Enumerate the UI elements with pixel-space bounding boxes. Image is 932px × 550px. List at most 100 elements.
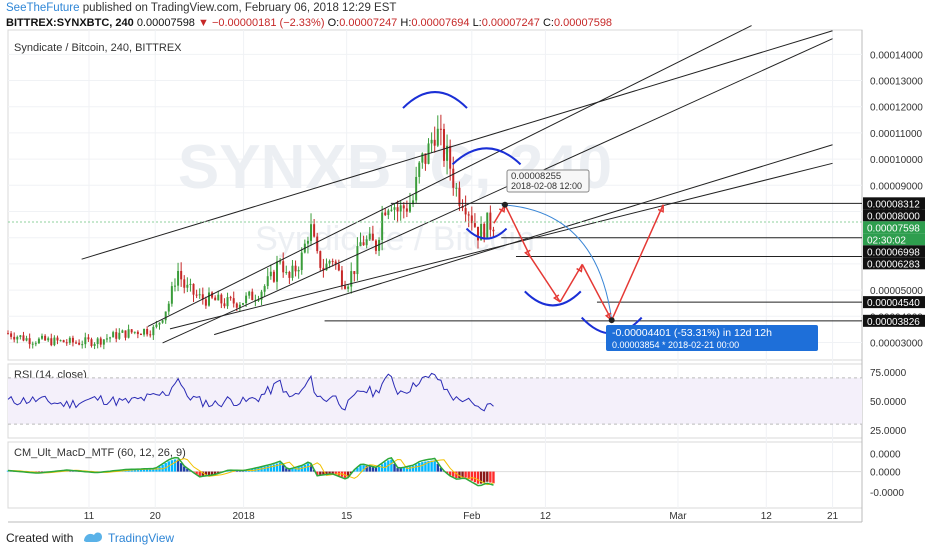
macd-bar — [155, 468, 158, 472]
candle-body — [430, 139, 433, 144]
candle-body — [266, 276, 269, 287]
candle-body — [405, 208, 408, 212]
macd-bar — [492, 471, 495, 484]
projection-arrow — [530, 256, 561, 303]
author-link[interactable]: SeeTheFuture — [6, 2, 80, 14]
macd-bar — [476, 471, 480, 484]
price-tick-label: 0.00011000 — [870, 129, 923, 140]
macd-bar — [331, 471, 334, 474]
price-label-tag — [863, 296, 925, 309]
candle-body — [223, 303, 226, 307]
price-label-text: 0.00008000 — [867, 211, 920, 222]
macd-bar — [399, 468, 402, 472]
candle-body — [272, 271, 275, 282]
candle-body — [127, 329, 130, 338]
price-tick-label: 0.00014000 — [870, 50, 923, 61]
macd-tick-label: -0.0000 — [870, 488, 904, 499]
price-tick-label: 0.00009000 — [870, 181, 923, 192]
candle-body — [436, 128, 439, 146]
trend-line — [169, 162, 833, 330]
candle-body — [334, 261, 337, 265]
candle-body — [177, 270, 180, 286]
down-arrow-icon: ▼ — [198, 17, 209, 29]
candle-body — [34, 343, 37, 345]
candle-body — [393, 207, 396, 210]
macd-bar — [467, 471, 470, 480]
macd-bar — [486, 471, 489, 482]
candle-body — [186, 284, 189, 288]
macd-bar — [130, 469, 133, 472]
macd-bar — [260, 467, 263, 472]
candle-body — [483, 223, 486, 240]
candle-body — [399, 205, 402, 212]
hover-time: 2018-02-08 12:00 — [511, 181, 582, 191]
candle-body — [53, 337, 56, 346]
candle-body — [214, 297, 217, 301]
candle-body — [415, 176, 418, 201]
candle-body — [102, 339, 105, 345]
candle-body — [285, 271, 288, 273]
candle-body — [170, 286, 173, 304]
macd-bar — [479, 471, 483, 484]
time-tick-label: 11 — [84, 511, 95, 522]
candle-body — [269, 271, 272, 277]
price-tick-label: 0.00013000 — [870, 77, 923, 88]
macd-bar — [464, 471, 467, 478]
macd-bar — [461, 471, 464, 478]
candle-body — [87, 337, 90, 340]
projection-arrow — [493, 204, 506, 224]
candle-body — [442, 128, 445, 161]
candle-body — [276, 261, 279, 282]
candle-body — [362, 242, 365, 246]
macd-bar — [390, 459, 393, 472]
macd-bar — [411, 466, 415, 472]
candle-body — [115, 332, 118, 339]
hover-tooltip-box — [506, 169, 590, 193]
price-label-text: 0.00007598 — [867, 223, 920, 234]
candle-body — [56, 337, 59, 341]
tradingview-brand[interactable]: TradingView — [108, 531, 175, 545]
candle-body — [353, 271, 356, 275]
macd-bar — [316, 471, 319, 476]
macd-bar — [489, 471, 492, 483]
candle-body — [220, 294, 223, 304]
macd-bar — [281, 465, 285, 472]
candle-body — [130, 329, 133, 333]
macd-bar — [149, 469, 152, 472]
projection-arrowhead — [552, 294, 561, 303]
high-label: H: — [400, 17, 412, 29]
macd-bar — [374, 467, 378, 472]
price-label-text: 0.00006283 — [867, 259, 920, 270]
candle-body — [347, 286, 350, 289]
candle-body — [81, 344, 84, 346]
macd-bar — [452, 471, 455, 477]
macd-bar — [448, 471, 452, 476]
hover-price: 0.00008255 — [511, 171, 561, 182]
candle-body — [300, 252, 303, 270]
measure-line2: 0.00003854 * 2018-02-21 00:00 — [612, 340, 739, 350]
candle-body — [368, 233, 371, 240]
time-tick-label: Mar — [669, 511, 687, 522]
candle-body — [41, 335, 44, 339]
candle-body — [217, 294, 220, 301]
price-label-tag — [863, 314, 925, 327]
macd-bar — [303, 464, 307, 472]
projection-arrowhead — [657, 204, 664, 213]
candle-body — [31, 343, 34, 345]
candle-body — [201, 294, 204, 300]
candle-body — [279, 261, 282, 263]
candle-body — [476, 226, 479, 241]
macd-bar — [325, 471, 328, 475]
candle-body — [192, 283, 195, 295]
candle-body — [325, 263, 328, 271]
macd-bar — [322, 471, 325, 475]
macd-bar — [195, 471, 198, 475]
candle-body — [446, 145, 449, 161]
tradingview-logo-icon[interactable] — [82, 529, 104, 548]
candle-body — [10, 333, 13, 337]
macd-bar — [170, 460, 174, 472]
candle-body — [109, 337, 112, 339]
measure-line1: -0.00004401 (-53.31%) in 12d 12h — [612, 327, 772, 339]
symbol-label[interactable]: BITTREX:SYNXBTC, 240 — [6, 17, 134, 29]
